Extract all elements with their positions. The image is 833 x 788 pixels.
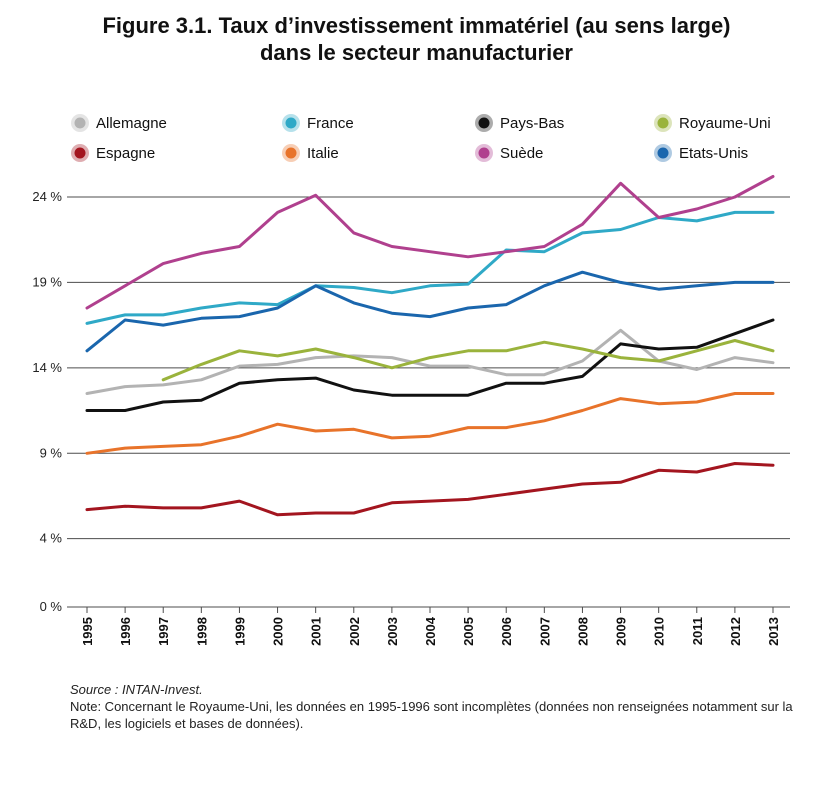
x-tick-label: 1996 xyxy=(118,617,133,646)
legend-item: Espagne xyxy=(71,144,155,162)
x-tick-label: 2007 xyxy=(537,617,552,646)
legend-marker xyxy=(657,117,669,129)
y-axis: 0 % 4 % 9 % 14 % 19 % 24 % xyxy=(32,189,62,614)
y-tick-label: 4 % xyxy=(40,531,63,546)
y-tick-label: 24 % xyxy=(32,189,62,204)
legend-item: France xyxy=(282,114,354,132)
x-tick-label: 2000 xyxy=(271,617,286,646)
x-tick-label: 2008 xyxy=(575,617,590,646)
x-tick-label: 2012 xyxy=(728,617,743,646)
legend-item: Italie xyxy=(282,144,339,162)
x-axis: 1995 1996 1997 1998 1999 2000 2001 2002 2003 2004… xyxy=(80,607,781,646)
series-line-espagne xyxy=(85,462,775,517)
legend: Allemagne France Pays-Bas Royaume-Uni Espagn… xyxy=(71,114,771,162)
legend-label: Italie xyxy=(307,145,339,162)
x-tick-label: 2010 xyxy=(652,617,667,646)
legend-marker xyxy=(285,147,297,159)
y-tick-label: 0 % xyxy=(40,599,63,614)
y-tick-label: 14 % xyxy=(32,360,62,375)
y-tick-label: 19 % xyxy=(32,274,62,289)
legend-marker xyxy=(74,147,86,159)
x-tick-label: 2002 xyxy=(347,617,362,646)
chart-title: Figure 3.1. Taux d’investissement immaté… xyxy=(0,12,833,66)
series-lines xyxy=(85,175,775,517)
legend-label: Pays-Bas xyxy=(500,115,564,132)
x-tick-label: 2011 xyxy=(690,617,705,645)
series-line-royaume-uni xyxy=(161,339,775,382)
x-tick-label: 2005 xyxy=(461,617,476,646)
legend-label: Allemagne xyxy=(96,115,167,132)
legend-marker xyxy=(285,117,297,129)
legend-item: Suède xyxy=(475,144,543,162)
series-line-etats-unis xyxy=(85,270,775,353)
legend-marker xyxy=(657,147,669,159)
source-note: Source : INTAN-Invest. Note: Concernant … xyxy=(70,681,810,732)
legend-label: France xyxy=(307,115,354,132)
x-tick-label: 1999 xyxy=(232,617,247,646)
x-tick-label: 2004 xyxy=(423,616,438,646)
series-line-pays-bas xyxy=(85,318,775,412)
legend-item: Allemagne xyxy=(71,114,167,132)
source-text: Source : INTAN-Invest. xyxy=(70,682,203,697)
chart-title-line-1: Figure 3.1. Taux d’investissement immaté… xyxy=(102,13,731,38)
x-tick-label: 2001 xyxy=(309,617,324,646)
legend-item: Royaume-Uni xyxy=(654,114,771,132)
x-tick-label: 2003 xyxy=(385,617,400,646)
legend-item: Etats-Unis xyxy=(654,144,748,162)
grid xyxy=(67,196,790,608)
x-tick-label: 2013 xyxy=(766,617,781,646)
legend-label: Royaume-Uni xyxy=(679,115,771,132)
x-tick-label: 1998 xyxy=(194,617,209,646)
series-line-italie xyxy=(85,392,775,455)
x-tick-label: 1995 xyxy=(80,617,95,646)
series-line-su-de xyxy=(85,175,775,310)
legend-label: Espagne xyxy=(96,145,155,162)
legend-marker xyxy=(74,117,86,129)
note-text: Note: Concernant le Royaume-Uni, les don… xyxy=(70,699,793,731)
line-chart: 0 %4 %9 %14 %19 %24 % 1995 1996 1997 1998 19… xyxy=(32,114,790,646)
y-tick-label: 9 % xyxy=(40,445,63,460)
x-tick-label: 1997 xyxy=(156,617,171,646)
x-tick-label: 2006 xyxy=(499,617,514,646)
legend-marker xyxy=(478,117,490,129)
legend-marker xyxy=(478,147,490,159)
legend-item: Pays-Bas xyxy=(475,114,564,132)
x-tick-label: 2009 xyxy=(614,617,629,646)
legend-label: Etats-Unis xyxy=(679,145,748,162)
legend-label: Suède xyxy=(500,145,543,162)
series-line-allemagne xyxy=(85,328,775,395)
chart-title-line-2: dans le secteur manufacturier xyxy=(259,40,573,65)
series-line-france xyxy=(85,210,775,325)
